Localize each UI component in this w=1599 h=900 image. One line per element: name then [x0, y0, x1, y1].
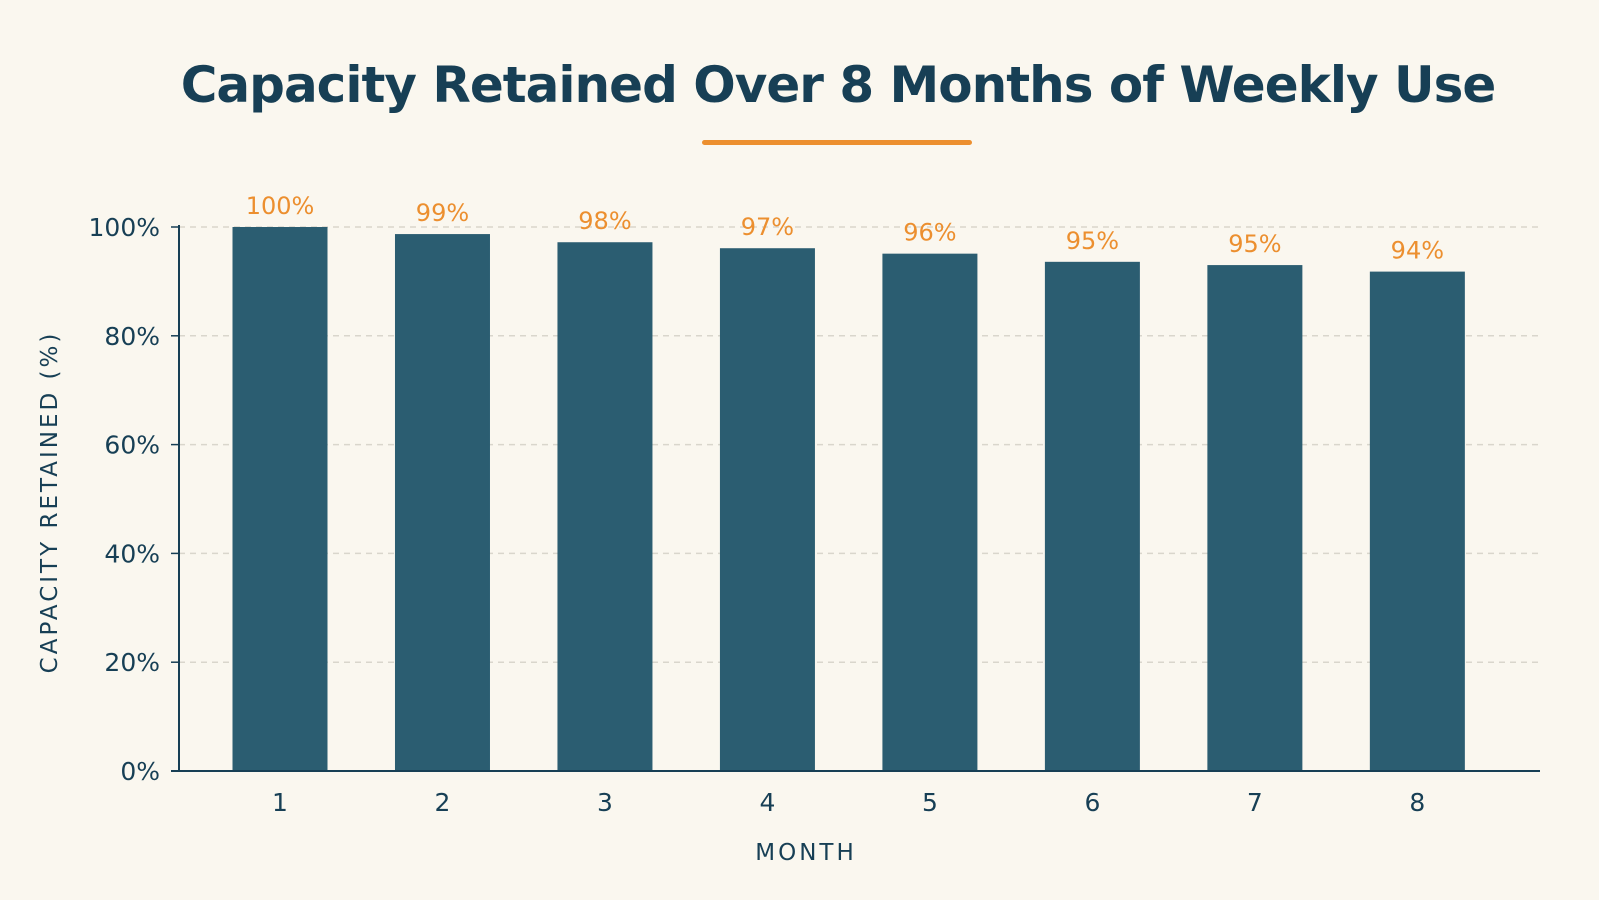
y-tick-label: 60%: [104, 431, 160, 460]
y-axis-title: CAPACITY RETAINED (%): [37, 331, 63, 674]
chart-title: Capacity Retained Over 8 Months of Weekl…: [181, 56, 1496, 114]
data-label: 96%: [903, 219, 956, 247]
data-label: 98%: [578, 207, 631, 235]
bar-month-4: [719, 248, 815, 771]
bar-month-7: [1207, 265, 1303, 771]
data-label: 100%: [246, 192, 315, 220]
data-label: 97%: [741, 213, 794, 241]
y-tick-label: 100%: [89, 213, 160, 242]
data-label: 95%: [1066, 227, 1119, 255]
x-tick-label: 7: [1247, 788, 1263, 817]
bar-month-5: [882, 253, 978, 771]
grid-lines: [171, 226, 1540, 772]
x-tick-label: 6: [1084, 788, 1100, 817]
x-tick-label: 3: [597, 788, 613, 817]
y-axis-tick-labels: 0% 20% 40% 60% 80% 100%: [89, 213, 160, 786]
y-tick-label: 0%: [120, 757, 160, 786]
data-label: 94%: [1391, 237, 1444, 265]
bar-month-6: [1044, 261, 1140, 771]
x-axis-tick-labels: 1 2 3 4 5 6 7 8: [272, 788, 1425, 817]
x-axis-title: MONTH: [755, 840, 857, 866]
x-tick-label: 5: [922, 788, 938, 817]
x-tick-label: 4: [759, 788, 775, 817]
bar-month-3: [557, 242, 653, 771]
x-tick-label: 1: [272, 788, 288, 817]
bar-month-8: [1369, 271, 1465, 771]
y-tick-label: 20%: [104, 648, 160, 677]
y-tick-label: 40%: [104, 539, 160, 568]
data-label: 99%: [416, 199, 469, 227]
x-tick-label: 8: [1409, 788, 1425, 817]
bar-month-2: [394, 234, 490, 771]
bars: [232, 227, 1465, 771]
y-tick-label: 80%: [104, 322, 160, 351]
data-label: 95%: [1228, 230, 1281, 258]
x-tick-label: 2: [435, 788, 451, 817]
bar-month-1: [232, 227, 328, 771]
title-underline: [702, 140, 972, 145]
data-labels: 100% 99% 98% 97% 96% 95% 95% 94%: [246, 192, 1444, 265]
